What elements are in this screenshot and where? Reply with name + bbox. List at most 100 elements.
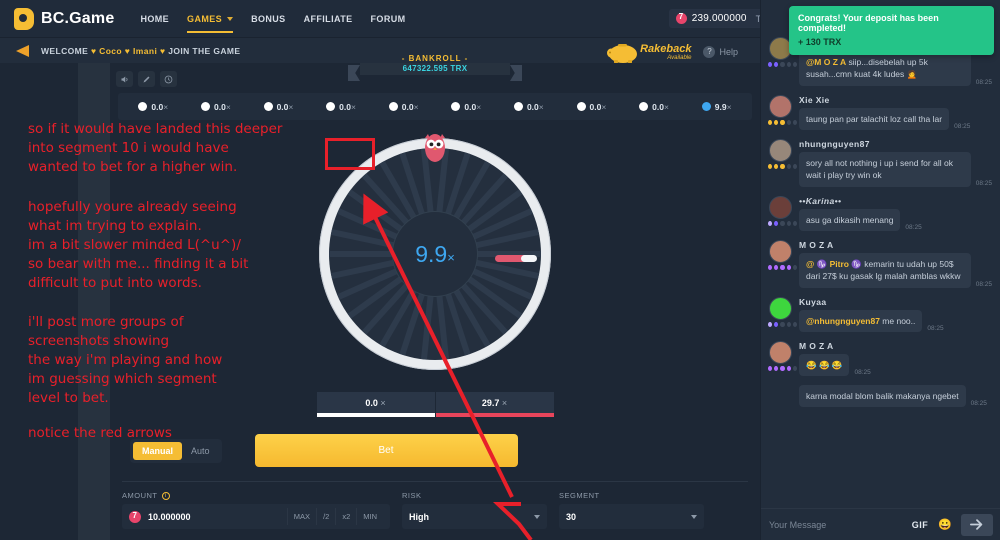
send-button[interactable] <box>961 513 993 536</box>
history-item[interactable]: 0.0× <box>326 102 356 112</box>
badge-dot <box>780 365 785 371</box>
badge-dot <box>786 62 791 67</box>
rakeback-title: Rakeback <box>640 42 692 55</box>
history-item[interactable]: 0.0× <box>263 102 293 112</box>
avatar[interactable] <box>769 94 792 118</box>
amount-button-x2[interactable]: x2 <box>335 508 356 525</box>
message-username[interactable]: nhungnguyen87 <box>799 138 870 149</box>
history-value: 0.0× <box>589 101 607 112</box>
badge-dot <box>792 163 798 169</box>
history-icon[interactable] <box>160 71 177 87</box>
history-item[interactable]: 9.9× <box>701 102 732 112</box>
nav-item-games[interactable]: GAMES <box>187 0 234 38</box>
chevron-down-icon <box>691 514 697 519</box>
bet-button[interactable]: Bet <box>254 434 518 467</box>
info-icon[interactable]: i <box>161 491 170 500</box>
message-mention[interactable]: @M O Z A <box>806 57 847 67</box>
bet-controls-row: Manual Auto Bet <box>118 434 760 467</box>
nav-item-affiliate[interactable]: AFFILIATE <box>304 0 353 38</box>
avatar[interactable] <box>769 296 792 320</box>
nav-item-forum[interactable]: FORUM <box>371 0 406 38</box>
badge-dot <box>792 119 798 125</box>
history-item[interactable]: 0.0× <box>576 101 607 112</box>
owl-mascot-icon <box>421 133 449 165</box>
message-username[interactable]: M O Z A <box>799 340 834 351</box>
game-toolbar: - BANKROLL - 647322.595 TRX <box>110 54 760 89</box>
heart-icon: ♥ <box>90 45 97 56</box>
left-sidebar-strip[interactable] <box>78 63 110 540</box>
history-item[interactable]: 0.0× <box>513 102 544 112</box>
history-value: 0.0× <box>339 101 356 112</box>
amount-quick-buttons: MAX/2 x2 MIN <box>286 508 383 525</box>
welcome-suffix: JOIN THE GAME <box>168 45 241 56</box>
user-badges <box>768 264 799 270</box>
risk-value: High <box>409 511 429 522</box>
badge-dot <box>780 220 785 226</box>
amount-button-min[interactable]: MIN <box>356 508 383 525</box>
message-username[interactable]: Xie Xie <box>799 94 830 105</box>
amount-button-max[interactable]: MAX <box>286 508 316 525</box>
mode-manual-button[interactable]: Manual <box>133 441 183 460</box>
message-time: 08:25 <box>975 280 992 288</box>
history-item[interactable]: 0.0× <box>451 102 481 112</box>
history-item[interactable]: 0.0× <box>200 102 231 112</box>
amount-value: 10.000000 <box>148 511 191 522</box>
badge-dot <box>774 119 779 125</box>
amount-button-/2[interactable]: /2 <box>316 508 335 525</box>
chat-message-list[interactable]: 08:25♑ Pitro ♑@M O Z A siip...disebelah … <box>761 0 1000 508</box>
gif-button[interactable]: GIF <box>911 519 929 530</box>
megaphone-icon <box>16 44 29 57</box>
help-button[interactable]: ? Help <box>703 46 738 58</box>
message-time: 08:25 <box>927 324 944 332</box>
chat-message-input[interactable]: Your Message <box>769 519 827 530</box>
message-time: 08:25 <box>970 400 987 408</box>
brand-logo[interactable]: BC.Game <box>14 7 114 30</box>
message-bubble: 😂 😂 😂 <box>799 353 850 377</box>
badge-dot <box>768 220 773 226</box>
result-bar-value: 29.7 × <box>481 398 508 408</box>
chat-message: ••Karina•• asu ga dikasih menang 08:25 <box>768 195 992 231</box>
nav-item-label: FORUM <box>370 13 406 24</box>
nav-item-home[interactable]: HOME <box>140 0 169 38</box>
message-mention[interactable]: @nhungnguyen87 <box>806 315 880 326</box>
bankroll-title: - BANKROLL - <box>401 54 469 63</box>
badge-dot <box>786 220 791 226</box>
avatar[interactable] <box>769 239 792 263</box>
history-item[interactable]: 0.0× <box>138 102 168 112</box>
segment-select[interactable]: 30 <box>559 504 704 529</box>
deposit-toast-notification[interactable]: Congrats! Your deposit has been complete… <box>789 6 994 55</box>
sound-icon[interactable] <box>116 71 133 87</box>
message-mention[interactable]: @ ♑ Pitro ♑ <box>806 258 862 269</box>
history-dot-icon <box>388 102 398 111</box>
risk-select[interactable]: High <box>402 504 547 529</box>
history-item[interactable]: 0.0× <box>388 102 419 112</box>
rakeback-widget[interactable]: Rakeback Available ? Help <box>606 40 738 64</box>
mode-auto-button[interactable]: Auto <box>191 445 210 456</box>
emoji-button[interactable]: 😀 <box>938 519 952 531</box>
badge-dot <box>792 62 798 67</box>
message-username[interactable]: Kuyaa <box>799 296 827 307</box>
history-item[interactable]: 0.0× <box>639 102 669 112</box>
message-time: 08:25 <box>975 78 992 86</box>
history-value: 0.0× <box>151 101 169 112</box>
avatar[interactable] <box>769 195 792 219</box>
nav-item-bonus[interactable]: BONUS <box>251 0 286 38</box>
chat-panel: 08:25♑ Pitro ♑@M O Z A siip...disebelah … <box>760 0 1000 540</box>
bc-logo-icon <box>14 7 34 30</box>
message-bubble: taung pan par talachit loz call tha lar <box>799 107 950 130</box>
chat-input-bar: Your Message GIF 😀 <box>761 508 1000 540</box>
chat-message: karna modal blom balik makanya ngebet 08:… <box>769 385 992 408</box>
badge-dot <box>768 119 773 125</box>
avatar[interactable] <box>769 340 792 364</box>
avatar[interactable] <box>769 138 792 162</box>
history-value: 0.0× <box>464 101 482 112</box>
message-username[interactable]: ••Karina•• <box>799 195 842 206</box>
spin-wheel[interactable]: 9.9× <box>319 134 551 370</box>
badge-dot <box>780 264 785 270</box>
badge-dot <box>774 163 779 169</box>
result-bar: 0.0 × <box>316 392 435 417</box>
fairness-icon[interactable] <box>138 71 155 87</box>
message-username[interactable]: M O Z A <box>799 239 834 250</box>
message-bubble: @M O Z A siip...disebelah up 5k susah...… <box>799 51 971 86</box>
